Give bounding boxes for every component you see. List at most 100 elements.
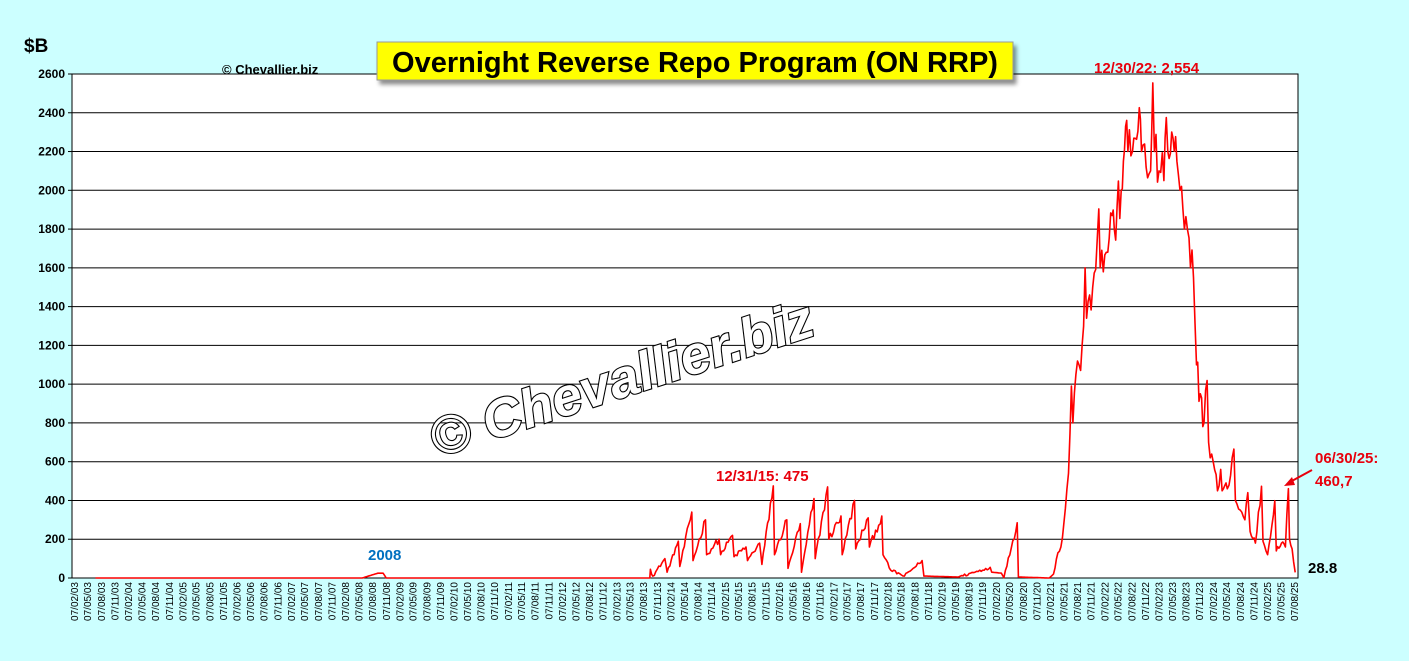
series-layer xyxy=(95,82,1296,579)
y-tick-label: 400 xyxy=(45,493,65,507)
x-tick-label: 07/05/21 xyxy=(1059,582,1070,621)
x-tick-label: 07/08/11 xyxy=(531,582,542,621)
x-tick-label: 07/08/14 xyxy=(693,582,704,621)
y-tick-label: 2200 xyxy=(38,145,65,159)
x-tick-label: 07/05/17 xyxy=(843,582,854,621)
annotation-last-value: 28.8 xyxy=(1308,560,1337,577)
x-tick-label: 07/02/16 xyxy=(775,582,786,621)
y-tick-label: 2000 xyxy=(38,183,65,197)
chart-title-box: Overnight Reverse Repo Program (ON RRP) xyxy=(376,41,1014,81)
x-tick-label: 07/05/18 xyxy=(897,582,908,621)
x-tick-label: 07/05/05 xyxy=(192,582,203,621)
x-tick-label: 07/08/17 xyxy=(856,582,867,621)
x-tick-label: 07/11/13 xyxy=(653,582,664,621)
y-axis-label: $B xyxy=(24,36,48,57)
x-tick-label: 07/11/16 xyxy=(816,582,827,621)
x-tick-label: 07/02/14 xyxy=(667,582,678,621)
x-tick-label: 07/05/14 xyxy=(680,582,691,621)
x-tick-label: 07/11/07 xyxy=(328,582,339,621)
y-tick-label: 800 xyxy=(45,416,65,430)
x-tick-label: 07/08/23 xyxy=(1182,582,1193,621)
x-tick-label: 07/11/06 xyxy=(273,582,284,621)
annotation-2015-peak: 12/31/15: 475 xyxy=(716,468,809,485)
x-tick-label: 07/02/06 xyxy=(233,582,244,621)
y-tick-label: 0 xyxy=(58,571,65,585)
x-tick-label: 07/02/17 xyxy=(829,582,840,621)
x-tick-label: 07/08/25 xyxy=(1290,582,1301,621)
y-tick-label: 1600 xyxy=(38,261,65,275)
x-tick-label: 07/02/21 xyxy=(1046,582,1057,621)
y-tick-label: 1400 xyxy=(38,300,65,314)
x-tick-label: 07/02/15 xyxy=(721,582,732,621)
x-tick-label: 07/08/04 xyxy=(151,582,162,621)
x-tick-label: 07/05/25 xyxy=(1276,582,1287,621)
x-tick-label: 07/05/12 xyxy=(571,582,582,621)
annotation-2022-peak: 12/30/22: 2,554 xyxy=(1094,60,1200,77)
x-tick-label: 07/08/13 xyxy=(639,582,650,621)
x-tick-label: 07/05/22 xyxy=(1114,582,1125,621)
y-tick-label: 1200 xyxy=(38,338,65,352)
x-tick-label: 07/02/23 xyxy=(1155,582,1166,621)
y-tick-label: 600 xyxy=(45,455,65,469)
x-tick-label: 07/02/03 xyxy=(70,582,81,621)
x-tick-label: 07/11/14 xyxy=(707,582,718,621)
annotation-2025-arrow xyxy=(1289,469,1313,483)
x-tick-label: 07/11/09 xyxy=(436,582,447,621)
series-line xyxy=(95,82,1296,579)
x-tick-label: 07/11/05 xyxy=(219,582,230,621)
x-tick-label: 07/05/06 xyxy=(246,582,257,621)
x-tick-label: 07/05/15 xyxy=(734,582,745,621)
x-tick-label: 07/02/18 xyxy=(884,582,895,621)
annotation-2008: 2008 xyxy=(368,547,401,564)
x-tick-label: 07/05/10 xyxy=(463,582,474,621)
x-tick-label: 07/05/08 xyxy=(355,582,366,621)
y-tick-label: 1000 xyxy=(38,377,65,391)
x-tick-label: 07/11/15 xyxy=(761,582,772,621)
y-tick-label: 1800 xyxy=(38,222,65,236)
x-tick-label: 07/05/24 xyxy=(1222,582,1233,621)
annotation-2025-arrowhead xyxy=(1284,477,1295,486)
x-tick-label: 07/08/03 xyxy=(97,582,108,621)
x-tick-label: 07/08/07 xyxy=(314,582,325,621)
x-tick-label: 07/05/16 xyxy=(788,582,799,621)
x-tick-labels: 07/02/03 07/05/03 07/08/03 07/11/03 07/02/04… xyxy=(70,582,1301,621)
x-tick-label: 07/05/09 xyxy=(409,582,420,621)
x-tick-label: 07/05/19 xyxy=(951,582,962,621)
x-tick-label: 07/11/10 xyxy=(490,582,501,621)
x-tick-label: 07/08/18 xyxy=(910,582,921,621)
x-tick-label: 07/02/24 xyxy=(1209,582,1220,621)
x-tick-label: 07/08/24 xyxy=(1236,582,1247,621)
x-tick-label: 07/05/07 xyxy=(300,582,311,621)
x-tick-label: 07/08/12 xyxy=(585,582,596,621)
x-tick-label: 07/11/24 xyxy=(1250,582,1261,621)
chart-title: Overnight Reverse Repo Program (ON RRP) xyxy=(392,47,998,79)
y-tick-label: 200 xyxy=(45,532,65,546)
x-tick-label: 07/11/11 xyxy=(544,582,555,620)
x-tick-label: 07/02/25 xyxy=(1263,582,1274,621)
x-tick-label: 07/08/09 xyxy=(422,582,433,621)
x-tick-label: 07/02/11 xyxy=(504,582,515,621)
x-tick-label: 07/05/13 xyxy=(626,582,637,621)
x-tick-label: 07/11/19 xyxy=(978,582,989,621)
x-tick-label: 07/05/23 xyxy=(1168,582,1179,621)
x-tick-label: 07/02/04 xyxy=(124,582,135,621)
x-tick-label: 07/08/08 xyxy=(368,582,379,621)
x-tick-label: 07/02/20 xyxy=(992,582,1003,621)
x-tick-label: 07/05/04 xyxy=(138,582,149,621)
x-tick-label: 07/08/10 xyxy=(477,582,488,621)
x-tick-label: 07/08/22 xyxy=(1127,582,1138,621)
x-tick-label: 07/05/03 xyxy=(83,582,94,621)
y-tick-labels: 0 200 400 600 800 1000 1200 1400 1600 1800 2000 220… xyxy=(38,67,72,585)
x-tick-label: 07/11/12 xyxy=(599,582,610,621)
x-tick-label: 07/02/22 xyxy=(1100,582,1111,621)
x-tick-label: 07/02/12 xyxy=(558,582,569,621)
x-tick-label: 07/02/08 xyxy=(341,582,352,621)
plot-area xyxy=(71,73,1299,579)
x-tick-label: 07/08/06 xyxy=(260,582,271,621)
x-tick-label: 07/02/13 xyxy=(612,582,623,621)
x-tick-label: 07/11/08 xyxy=(382,582,393,621)
x-tick-label: 07/08/19 xyxy=(965,582,976,621)
x-tick-label: 07/11/22 xyxy=(1141,582,1152,621)
